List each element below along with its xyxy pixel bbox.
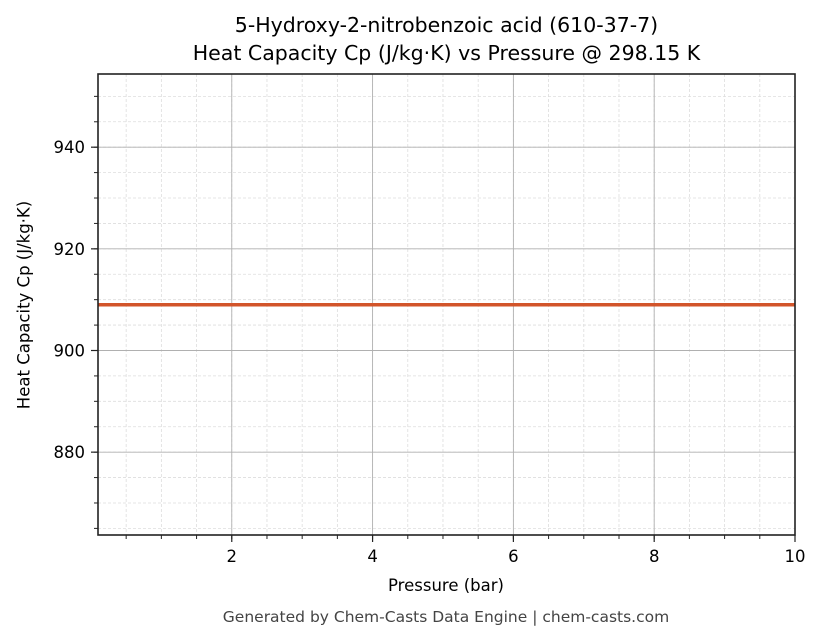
y-axis-label: Heat Capacity Cp (J/kg·K)	[14, 200, 34, 410]
x-tick-label: 2	[227, 547, 238, 566]
y-tick-label: 880	[54, 443, 86, 462]
footer-credit: Generated by Chem-Casts Data Engine | ch…	[222, 608, 670, 626]
x-axis-label: Pressure (bar)	[388, 576, 504, 595]
axis-ticks	[91, 95, 796, 542]
x-tick-label: 6	[508, 547, 519, 566]
x-tick-label: 10	[785, 547, 806, 566]
chart-title-compound: 5-Hydroxy-2-nitrobenzoic acid (610-37-7)	[234, 13, 659, 37]
axis-tick-labels: 2 4 6 8 10 880 900 920 940	[54, 138, 806, 566]
y-tick-label: 900	[54, 341, 86, 360]
x-tick-label: 4	[367, 547, 378, 566]
y-tick-label: 940	[54, 138, 86, 157]
y-tick-label: 920	[54, 240, 86, 259]
major-grid	[98, 74, 796, 535]
axes-frame	[97, 73, 796, 536]
x-tick-label: 8	[649, 547, 660, 566]
chart-title-property: Heat Capacity Cp (J/kg·K) vs Pressure @ …	[192, 41, 701, 65]
